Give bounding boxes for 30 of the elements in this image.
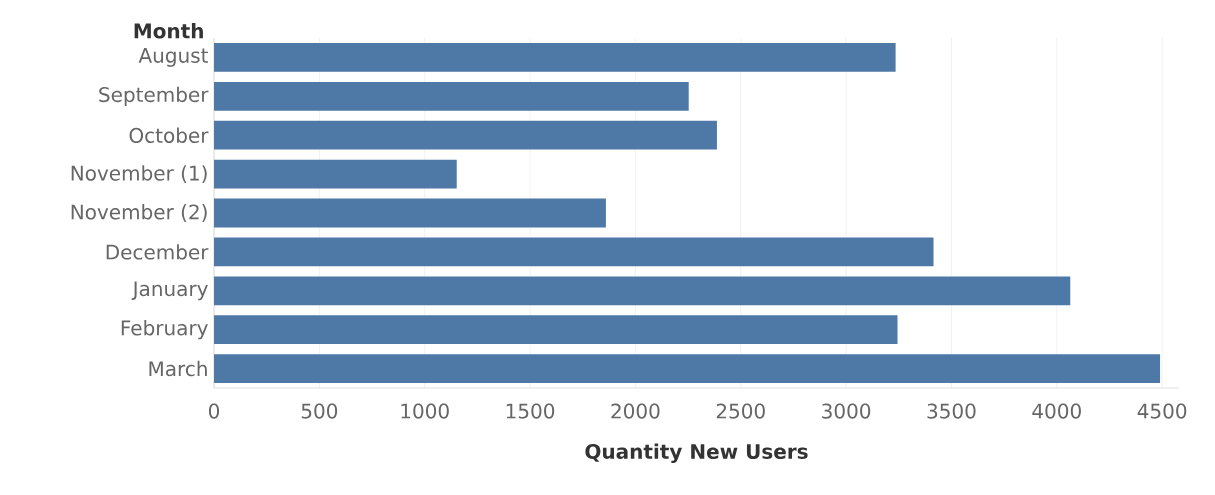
x-tick-label: 4000 (1032, 403, 1081, 419)
x-tick-label: 2500 (716, 403, 765, 419)
x-tick-label: 1000 (401, 403, 449, 419)
y-tick-label: March (149, 360, 207, 377)
y-tick-label: August (138, 48, 208, 67)
y-tick-label: December (106, 244, 209, 260)
y-tick-label: January (131, 281, 208, 301)
x-tick-label: 3500 (927, 403, 976, 419)
bar (214, 81, 689, 111)
y-tick-label: October (129, 127, 209, 143)
x-tick-label: 4500 (1137, 403, 1187, 419)
bar (214, 354, 1161, 383)
x-tick-label: 2000 (611, 403, 660, 419)
bar (214, 198, 606, 228)
x-axis-title: Quantity New Users (585, 443, 808, 464)
x-tick-label: 0 (208, 403, 220, 419)
y-tick-label: November (2) (71, 204, 207, 222)
y-tick-label: September (99, 86, 209, 107)
x-tick-label: 500 (301, 403, 338, 419)
bar (214, 276, 1071, 306)
y-tick-label: February (121, 319, 208, 340)
bar (214, 43, 896, 72)
bar (214, 315, 898, 345)
y-tick-label: November (1) (71, 165, 207, 184)
x-tick-label: 3000 (822, 403, 871, 419)
bar (214, 237, 934, 267)
y-axis-title: Month (134, 22, 203, 39)
bar (214, 120, 717, 150)
bar (214, 159, 457, 189)
x-tick-label: 1500 (506, 403, 555, 419)
